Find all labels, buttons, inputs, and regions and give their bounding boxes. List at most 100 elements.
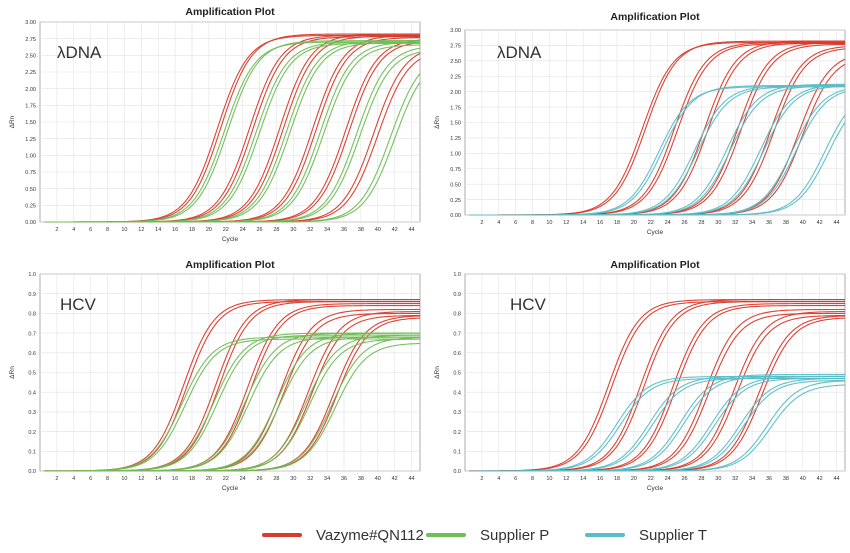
x-tick-label: 16 xyxy=(597,476,603,482)
amplification-plot-lambda-p: Amplification Plot 0.00 0.25 0.50 0.75 1.00 1.… xyxy=(0,0,425,260)
x-tick-label: 16 xyxy=(597,220,603,226)
x-tick-label: 4 xyxy=(497,220,500,226)
x-tick-label: 44 xyxy=(833,476,839,482)
x-tick-label: 12 xyxy=(563,220,569,226)
x-tick-label: 2 xyxy=(55,227,58,233)
y-tick-label: 0.50 xyxy=(450,182,461,188)
y-tick-label: 1.25 xyxy=(450,136,461,142)
y-tick-label: 0.75 xyxy=(450,167,461,173)
y-tick-label: 1.00 xyxy=(25,154,36,160)
x-axis-label: Cycle xyxy=(647,229,664,236)
x-tick-label: 44 xyxy=(408,227,414,233)
x-tick-label: 26 xyxy=(681,476,687,482)
amplification-curve xyxy=(469,384,846,472)
x-tick-label: 38 xyxy=(358,476,364,482)
chart-title: Amplification Plot xyxy=(610,11,700,23)
x-tick-label: 34 xyxy=(324,476,330,482)
y-tick-label: 0.50 xyxy=(25,187,36,193)
x-tick-label: 34 xyxy=(749,220,755,226)
legend-swatch xyxy=(426,533,466,537)
x-tick-label: 40 xyxy=(800,476,806,482)
x-tick-label: 20 xyxy=(631,476,637,482)
x-tick-label: 6 xyxy=(89,227,92,233)
chart-title: Amplification Plot xyxy=(185,6,275,18)
x-tick-label: 20 xyxy=(206,227,212,233)
x-tick-label: 10 xyxy=(121,476,127,482)
y-tick-label: 1.50 xyxy=(450,121,461,127)
y-tick-label: 3.00 xyxy=(25,20,36,26)
y-tick-label: 0.0 xyxy=(453,469,461,475)
y-tick-label: 0.1 xyxy=(453,450,461,456)
target-annotation: λDNA xyxy=(57,43,102,62)
y-tick-label: 0.2 xyxy=(28,430,36,436)
x-tick-label: 2 xyxy=(480,220,483,226)
y-tick-label: 0.0 xyxy=(28,469,36,475)
y-tick-label: 2.50 xyxy=(25,54,36,60)
chart-svg: Amplification Plot 0.00 0.25 0.50 0.75 1.00 1.… xyxy=(434,11,846,236)
x-tick-label: 30 xyxy=(290,227,296,233)
y-tick-label: 0.75 xyxy=(25,170,36,176)
x-tick-label: 10 xyxy=(121,227,127,233)
amplification-curve xyxy=(44,342,421,472)
y-tick-label: 0.9 xyxy=(453,292,461,298)
y-tick-label: 0.2 xyxy=(453,430,461,436)
x-tick-label: 2 xyxy=(480,476,483,482)
y-axis-label: ΔRn xyxy=(9,366,16,379)
x-tick-label: 16 xyxy=(172,476,178,482)
x-tick-label: 42 xyxy=(817,476,823,482)
x-tick-label: 18 xyxy=(614,220,620,226)
y-tick-label: 0.00 xyxy=(25,220,36,226)
legend-swatch xyxy=(262,533,302,537)
x-tick-label: 22 xyxy=(648,220,654,226)
y-tick-label: 1.75 xyxy=(25,104,36,110)
y-tick-label: 1.0 xyxy=(453,272,461,278)
y-axis-label: ΔRn xyxy=(9,115,16,128)
y-tick-label: 0.25 xyxy=(25,204,36,210)
y-tick-label: 1.25 xyxy=(25,137,36,143)
y-tick-label: 0.8 xyxy=(28,312,36,318)
x-tick-label: 20 xyxy=(631,220,637,226)
x-tick-label: 26 xyxy=(681,220,687,226)
amplification-curve xyxy=(469,122,846,216)
legend-item-supplier-p: Supplier P xyxy=(426,520,549,550)
y-tick-label: 0.00 xyxy=(450,213,461,219)
y-tick-label: 0.3 xyxy=(28,410,36,416)
y-axis-label: ΔRn xyxy=(434,116,441,129)
x-tick-label: 12 xyxy=(138,476,144,482)
x-tick-label: 28 xyxy=(698,220,704,226)
x-tick-label: 14 xyxy=(580,476,586,482)
chart-svg: Amplification Plot 0.00 0.25 0.50 0.75 1.00 1.… xyxy=(9,6,421,243)
y-tick-label: 2.75 xyxy=(25,37,36,43)
y-tick-label: 0.7 xyxy=(453,331,461,337)
chart-title: Amplification Plot xyxy=(610,259,700,271)
x-tick-label: 38 xyxy=(358,227,364,233)
y-tick-label: 0.5 xyxy=(28,371,36,377)
x-tick-label: 24 xyxy=(665,476,671,482)
legend-swatch xyxy=(585,533,625,537)
chart-svg: Amplification Plot 0.0 0.1 0.2 0.3 0.4 0.5 0.6 0… xyxy=(434,259,846,492)
legend-label: Vazyme#QN112 xyxy=(316,526,424,544)
x-tick-label: 2 xyxy=(55,476,58,482)
y-tick-label: 2.75 xyxy=(450,44,461,50)
target-annotation: λDNA xyxy=(497,43,542,62)
x-tick-label: 28 xyxy=(273,476,279,482)
y-tick-label: 0.4 xyxy=(453,390,461,396)
x-tick-label: 24 xyxy=(240,476,246,482)
x-tick-label: 18 xyxy=(189,476,195,482)
x-tick-label: 36 xyxy=(341,476,347,482)
x-tick-label: 30 xyxy=(715,220,721,226)
x-tick-label: 28 xyxy=(273,227,279,233)
amplification-plot-hcv-p: Amplification Plot 0.0 0.1 0.2 0.3 0.4 0.5 0.6 0… xyxy=(0,258,425,498)
chart-title: Amplification Plot xyxy=(185,259,275,271)
x-axis-label: Cycle xyxy=(647,485,664,492)
y-tick-label: 2.00 xyxy=(25,87,36,93)
legend: Vazyme#QN112 Supplier P Supplier T xyxy=(0,520,850,550)
x-tick-label: 38 xyxy=(783,220,789,226)
x-tick-label: 26 xyxy=(256,227,262,233)
y-tick-label: 0.6 xyxy=(453,351,461,357)
x-tick-label: 4 xyxy=(497,476,500,482)
x-axis-label: Cycle xyxy=(222,236,239,243)
x-tick-label: 12 xyxy=(138,227,144,233)
x-tick-label: 40 xyxy=(800,220,806,226)
y-tick-label: 0.6 xyxy=(28,351,36,357)
